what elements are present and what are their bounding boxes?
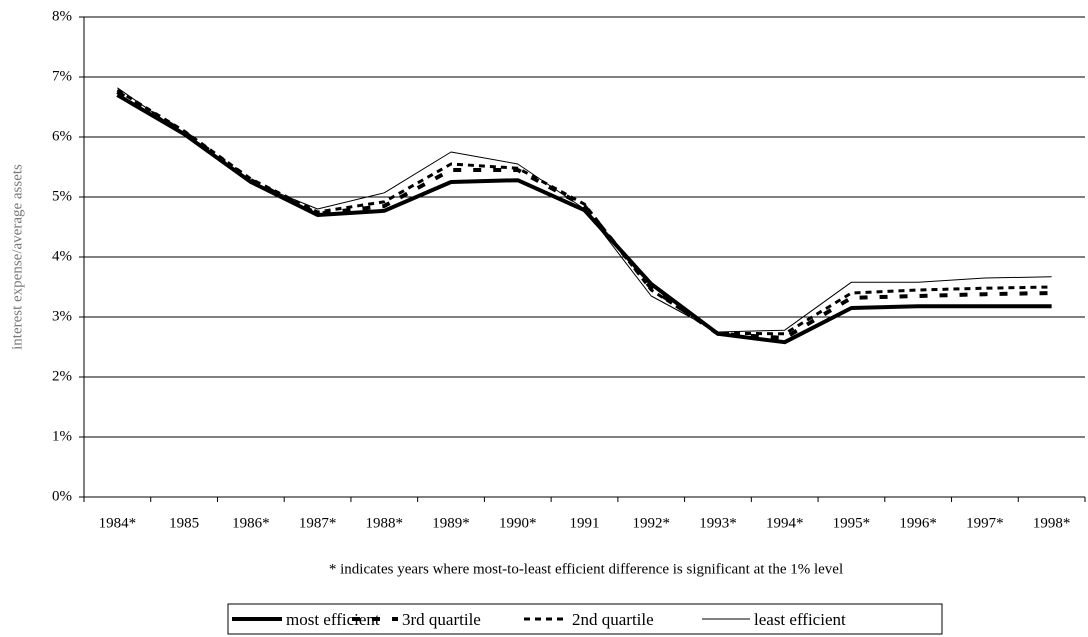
x-tick-label: 1987*	[299, 515, 337, 531]
x-tick-label: 1995*	[833, 515, 871, 531]
x-tick-label: 1994*	[766, 515, 804, 531]
series-line	[116, 93, 1052, 345]
x-tick-label: 1991	[570, 515, 600, 531]
y-tick-label: 4%	[52, 248, 72, 264]
y-tick-label: 5%	[52, 188, 72, 204]
series-line	[116, 88, 1052, 336]
x-tick-label: 1998*	[1033, 515, 1071, 531]
series-line	[116, 90, 1052, 340]
x-tick-label: 1992*	[632, 515, 670, 531]
x-tick-label: 1996*	[899, 515, 937, 531]
x-tick-label: 1990*	[499, 515, 537, 531]
legend-box	[227, 603, 943, 635]
x-tick-label: 1988*	[366, 515, 404, 531]
y-axis-label: interest expense/average assets	[9, 164, 25, 350]
x-tick-label: 1989*	[432, 515, 470, 531]
y-tick-label: 6%	[52, 128, 72, 144]
x-tick-label: 1984*	[99, 515, 137, 531]
series-line	[117, 87, 1052, 333]
y-tick-label: 1%	[52, 428, 72, 444]
legend-label: 3rd quartile	[402, 610, 481, 629]
x-tick-label: 1993*	[699, 515, 737, 531]
x-tick-label: 1997*	[966, 515, 1004, 531]
legend-label: most efficient	[286, 610, 380, 629]
x-tick-label: 1986*	[232, 515, 270, 531]
x-tick-label: 1985	[169, 515, 199, 531]
y-tick-label: 3%	[52, 308, 72, 324]
legend-label: least efficient	[754, 610, 846, 629]
y-tick-label: 2%	[52, 368, 72, 384]
y-tick-label: 7%	[52, 68, 72, 84]
y-tick-label: 8%	[52, 8, 72, 24]
footnote: * indicates years where most-to-least ef…	[329, 561, 843, 577]
legend-label: 2nd quartile	[572, 610, 654, 629]
y-tick-label: 0%	[52, 488, 72, 504]
